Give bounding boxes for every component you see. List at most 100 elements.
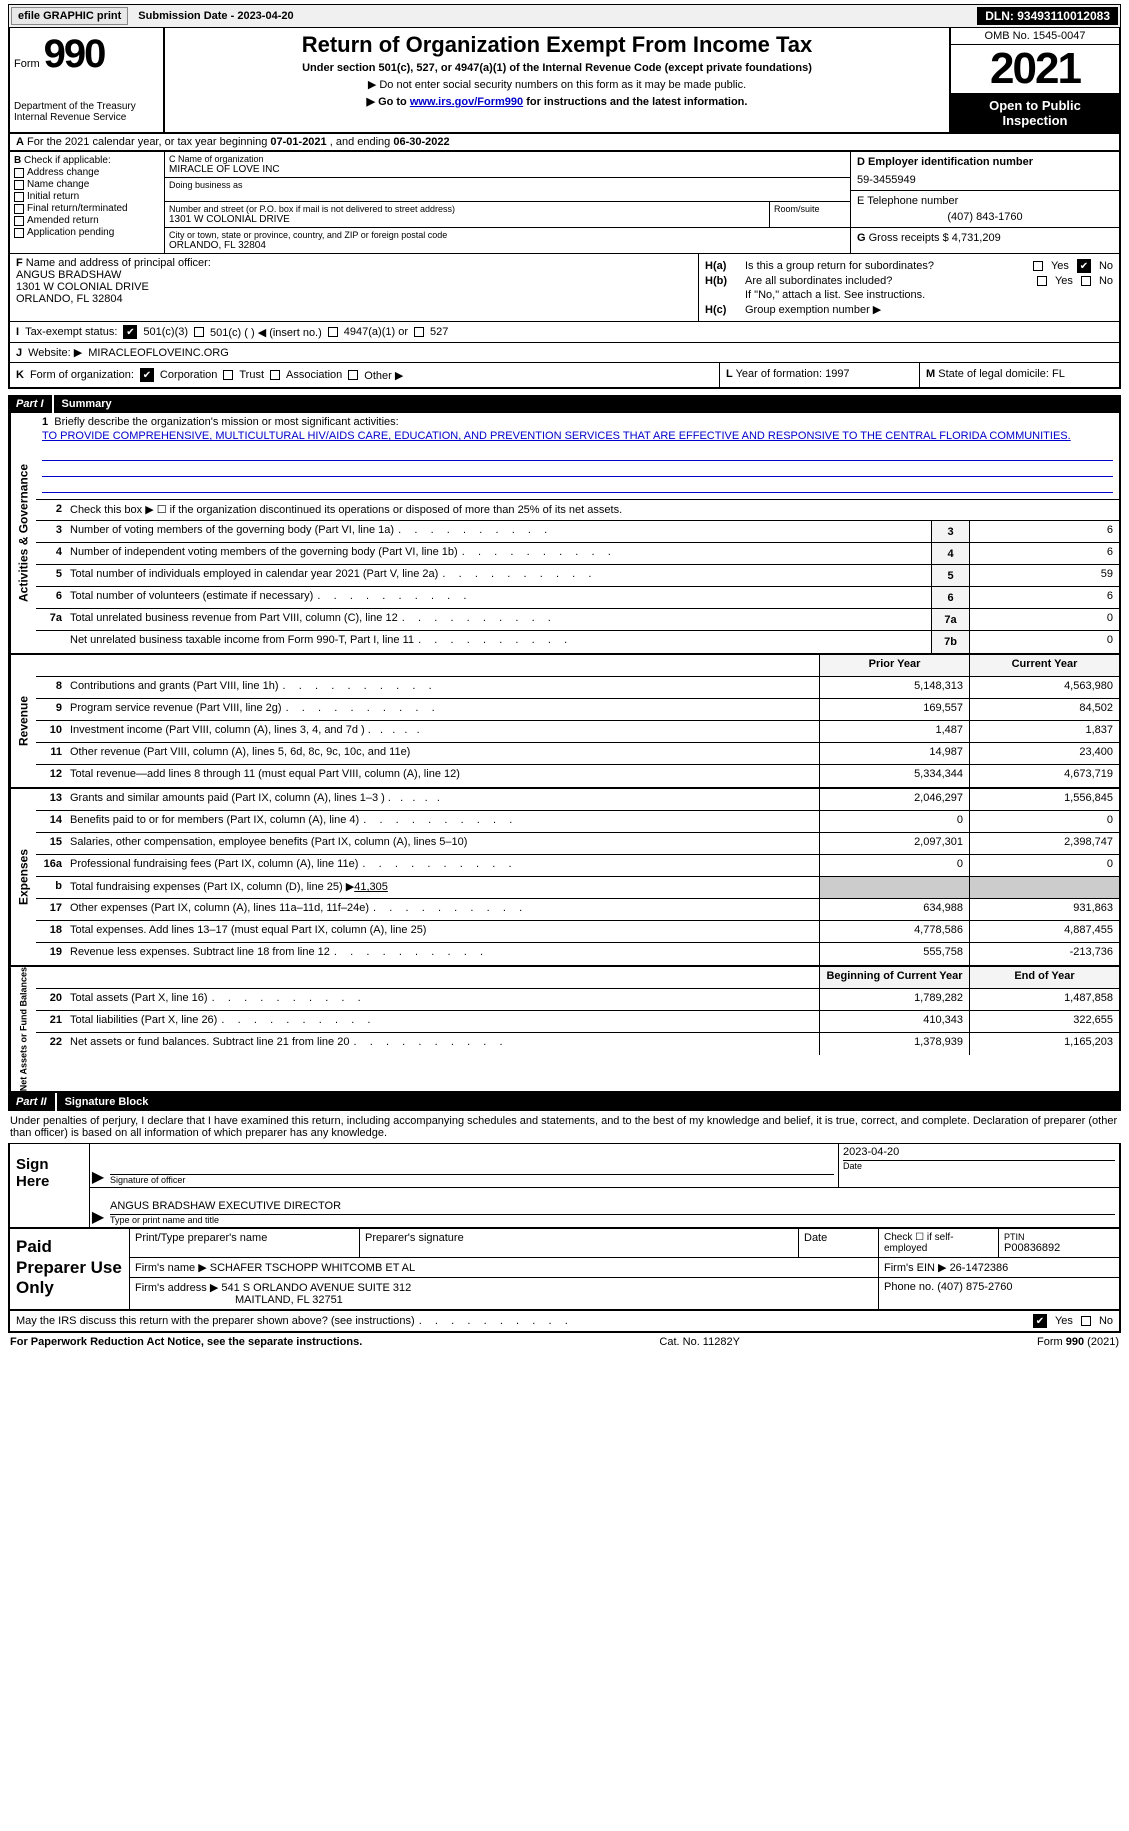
- l6-num: 6: [36, 587, 66, 608]
- line-17: 17 Other expenses (Part IX, column (A), …: [36, 899, 1119, 921]
- firm-addr-label: Firm's address ▶: [135, 1282, 218, 1294]
- l7a-box: 7a: [931, 609, 969, 630]
- l19-prior: 555,758: [819, 943, 969, 965]
- l7a-num: 7a: [36, 609, 66, 630]
- firm-ein-label: Firm's EIN ▶: [884, 1262, 947, 1274]
- cb-amended-return[interactable]: Amended return: [14, 215, 160, 226]
- l17-current: 931,863: [969, 899, 1119, 920]
- opt-corporation: Corporation: [160, 369, 217, 381]
- opt-association: Association: [286, 369, 342, 381]
- m-text: State of legal domicile:: [938, 368, 1049, 380]
- l6-text: Total number of volunteers (estimate if …: [66, 587, 931, 608]
- l2-num: 2: [36, 500, 66, 520]
- checkbox-icon[interactable]: [194, 327, 204, 337]
- footer-mid: Cat. No. 11282Y: [659, 1336, 740, 1348]
- sign-date-label: Date: [843, 1160, 1115, 1171]
- checkbox-icon[interactable]: [328, 327, 338, 337]
- l12-text: Total revenue—add lines 8 through 11 (mu…: [66, 765, 819, 787]
- l10-text: Investment income (Part VIII, column (A)…: [66, 721, 819, 742]
- checkbox-checked-icon[interactable]: ✔: [123, 325, 137, 339]
- cb-address-change[interactable]: Address change: [14, 167, 160, 178]
- checkbox-icon[interactable]: [1037, 276, 1047, 286]
- opt-trust: Trust: [239, 369, 264, 381]
- l8-num: 8: [36, 677, 66, 698]
- officer-addr1: 1301 W COLONIAL DRIVE: [16, 281, 149, 293]
- cb-label: Address change: [27, 167, 99, 178]
- street-label: Number and street (or P.O. box if mail i…: [169, 204, 765, 214]
- org-name-value: MIRACLE OF LOVE INC: [169, 164, 846, 175]
- opt-501c3: 501(c)(3): [143, 326, 188, 338]
- name-title-label: Type or print name and title: [110, 1214, 1115, 1225]
- l10-current: 1,837: [969, 721, 1119, 742]
- checkbox-checked-icon[interactable]: ✔: [140, 368, 154, 382]
- l4-text: Number of independent voting members of …: [66, 543, 931, 564]
- cb-application-pending[interactable]: Application pending: [14, 227, 160, 238]
- l-label: L: [726, 368, 733, 380]
- l20-prior: 1,789,282: [819, 989, 969, 1010]
- opt-other: Other ▶: [364, 369, 403, 382]
- room-label: Room/suite: [774, 204, 846, 214]
- checkbox-checked-icon[interactable]: ✔: [1033, 1314, 1047, 1328]
- city-label: City or town, state or province, country…: [169, 230, 846, 240]
- checkbox-icon[interactable]: [348, 370, 358, 380]
- cb-name-change[interactable]: Name change: [14, 179, 160, 190]
- dba-cell: Doing business as: [165, 178, 851, 202]
- cb-initial-return[interactable]: Initial return: [14, 191, 160, 202]
- l9-current: 84,502: [969, 699, 1119, 720]
- k-text: Form of organization:: [30, 369, 134, 381]
- l14-num: 14: [36, 811, 66, 832]
- l16a-text: Professional fundraising fees (Part IX, …: [66, 855, 819, 876]
- checkbox-icon[interactable]: [1081, 276, 1091, 286]
- phone-value: (407) 843-1760: [857, 211, 1113, 223]
- summary-expenses: Expenses 13 Grants and similar amounts p…: [8, 789, 1121, 967]
- checkbox-icon[interactable]: [1081, 1316, 1091, 1326]
- side-label-activities: Activities & Governance: [10, 413, 36, 653]
- j-label: J: [16, 347, 22, 359]
- efile-print-button[interactable]: efile GRAPHIC print: [11, 7, 128, 25]
- l2-text: Check this box ▶ ☐ if the organization d…: [66, 500, 1119, 520]
- l7b-num: [36, 631, 66, 653]
- ptin-label: PTIN: [1004, 1232, 1114, 1242]
- officer-name-title: ANGUS BRADSHAW EXECUTIVE DIRECTOR: [110, 1200, 1115, 1212]
- prep-row-1: Print/Type preparer's name Preparer's si…: [130, 1229, 1119, 1258]
- line-20: 20 Total assets (Part X, line 16) 1,789,…: [36, 989, 1119, 1011]
- l18-text: Total expenses. Add lines 13–17 (must eq…: [66, 921, 819, 942]
- checkbox-icon[interactable]: [414, 327, 424, 337]
- l8-text: Contributions and grants (Part VIII, lin…: [66, 677, 819, 698]
- yes-label: Yes: [1051, 260, 1069, 272]
- l15-current: 2,398,747: [969, 833, 1119, 854]
- checkbox-icon[interactable]: [1033, 261, 1043, 271]
- firm-addr-1: 541 S ORLANDO AVENUE SUITE 312: [221, 1282, 411, 1294]
- officer-addr2: ORLANDO, FL 32804: [16, 293, 123, 305]
- line-9: 9 Program service revenue (Part VIII, li…: [36, 699, 1119, 721]
- no-label: No: [1099, 260, 1113, 272]
- l14-prior: 0: [819, 811, 969, 832]
- firm-name-value: SCHAFER TSCHOPP WHITCOMB ET AL: [210, 1262, 415, 1274]
- l22-current: 1,165,203: [969, 1033, 1119, 1055]
- part-2-header: Part II Signature Block: [8, 1093, 1121, 1111]
- l19-current: -213,736: [969, 943, 1119, 965]
- irs-link[interactable]: www.irs.gov/Form990: [410, 96, 523, 108]
- dba-label: Doing business as: [169, 180, 846, 190]
- checkbox-icon[interactable]: [223, 370, 233, 380]
- l22-num: 22: [36, 1033, 66, 1055]
- cb-label: Final return/terminated: [27, 203, 128, 214]
- hc-label: H(c): [705, 304, 745, 316]
- l3-num: 3: [36, 521, 66, 542]
- gross-receipts-value: 4,731,209: [952, 232, 1001, 244]
- prior-year-header: Prior Year: [819, 655, 969, 676]
- dln-value: 93493110012083: [1017, 9, 1110, 23]
- form-number: Form 990: [14, 32, 159, 77]
- part-title: Signature Block: [57, 1093, 157, 1111]
- sign-date-value: 2023-04-20: [843, 1146, 1115, 1158]
- l7b-box: 7b: [931, 631, 969, 653]
- l7a-text: Total unrelated business revenue from Pa…: [66, 609, 931, 630]
- line-14: 14 Benefits paid to or for members (Part…: [36, 811, 1119, 833]
- arrow-icon: ▶: [90, 1188, 106, 1227]
- checkbox-checked-icon[interactable]: ✔: [1077, 259, 1091, 273]
- cb-final-return[interactable]: Final return/terminated: [14, 203, 160, 214]
- checkbox-icon[interactable]: [270, 370, 280, 380]
- l5-text: Total number of individuals employed in …: [66, 565, 931, 586]
- may-irs-yesno: ✔Yes No: [1033, 1314, 1113, 1328]
- l15-prior: 2,097,301: [819, 833, 969, 854]
